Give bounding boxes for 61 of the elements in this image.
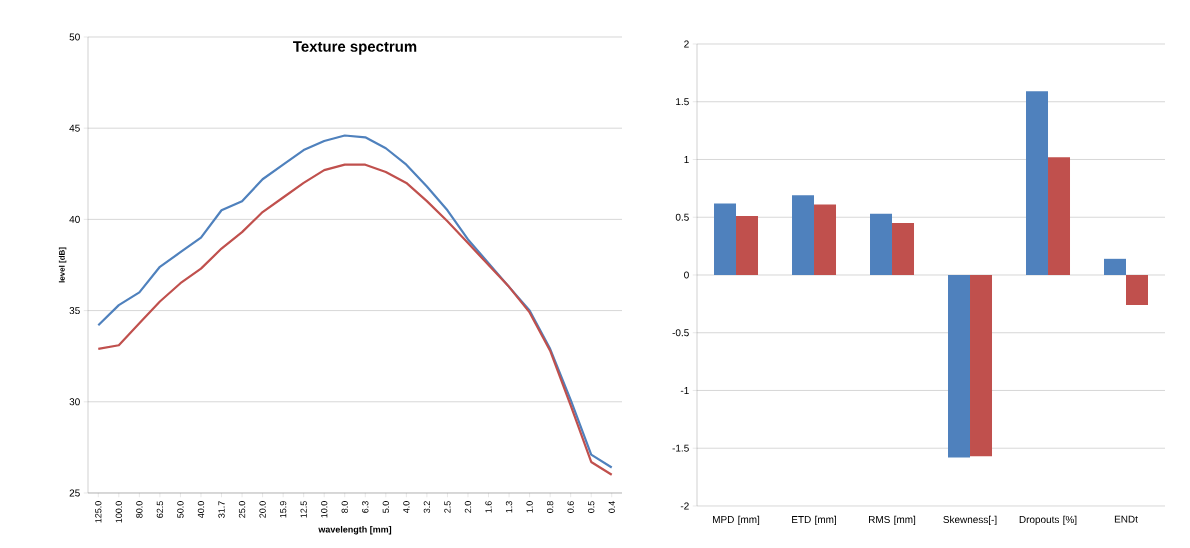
y-tick-label: 35: [69, 307, 80, 315]
y-tick-label: 30: [69, 398, 80, 406]
x-tick-label: MPD [mm]: [713, 515, 760, 526]
y-tick-label: -1.5: [672, 444, 689, 452]
bar: [714, 203, 737, 275]
x-tick-label: 40.0: [197, 501, 205, 518]
x-tick-label: 8.0: [341, 501, 348, 513]
chart-title: Texture spectrum: [293, 41, 417, 55]
bar: [1126, 274, 1149, 306]
bar: [1104, 258, 1127, 275]
y-tick-label: -0.5: [672, 329, 689, 337]
x-tick-label: 6.3: [362, 501, 369, 513]
x-tick-label: Skewness[-]: [943, 515, 997, 526]
x-tick-label: 1.3: [505, 501, 513, 513]
bar: [736, 216, 759, 275]
y-tick-label: 2: [684, 40, 689, 48]
x-tick-label: RMS [mm]: [869, 515, 916, 526]
y-tick-label: 50: [69, 33, 80, 41]
y-tick-label: 0: [684, 271, 689, 279]
bar: [814, 204, 837, 275]
x-tick-label: 1.0: [526, 501, 533, 513]
x-tick-label: 2.0: [464, 501, 472, 513]
x-tick-label: 4.0: [403, 501, 410, 514]
x-tick-label: 20.0: [259, 501, 266, 518]
x-tick-label: 0.5: [588, 501, 595, 513]
x-tick-label: 50.0: [177, 501, 184, 518]
y-tick-label: 40: [69, 215, 80, 223]
y-tick-label: 1.5: [676, 98, 689, 106]
x-tick-label: 0.4: [608, 501, 615, 513]
bar: [792, 195, 815, 275]
x-tick-label: 25.0: [238, 501, 246, 518]
x-tick-label: 5.0: [382, 501, 389, 513]
y-tick-label: -2: [680, 502, 689, 510]
x-tick-label: 15.9: [279, 501, 287, 518]
x-tick-label: 3.2: [423, 501, 431, 513]
bar: [970, 274, 993, 457]
x-tick-label: Dropouts [%]: [1019, 515, 1077, 526]
y-tick-label: 45: [69, 124, 80, 132]
x-tick-label: 10.0: [321, 501, 328, 518]
y-tick-label: 0.5: [675, 213, 689, 221]
bar: [1048, 157, 1071, 275]
x-tick-label: 2.5: [444, 501, 451, 513]
y-tick-label: 25: [69, 489, 80, 497]
x-axis-title: wavelength [mm]: [318, 526, 392, 535]
x-tick-label: 0.6: [567, 501, 574, 513]
x-tick-label: 80.0: [136, 501, 143, 518]
y-tick-label: -1: [680, 387, 689, 394]
x-tick-label: 1.6: [485, 501, 492, 513]
x-tick-label: 125.0: [95, 501, 102, 523]
bar: [870, 213, 893, 275]
y-tick-label: 1: [684, 156, 689, 163]
x-tick-label: ENDt: [1114, 515, 1138, 523]
x-tick-label: ETD [mm]: [792, 515, 836, 526]
x-tick-label: 31.7: [218, 501, 225, 518]
x-tick-label: 12.5: [300, 501, 307, 518]
bar: [948, 274, 971, 458]
x-tick-label: 0.8: [546, 501, 554, 513]
bar: [1026, 91, 1049, 275]
x-tick-label: 100.0: [115, 501, 122, 523]
bar: [892, 223, 915, 275]
x-tick-label: 62.5: [156, 501, 164, 518]
